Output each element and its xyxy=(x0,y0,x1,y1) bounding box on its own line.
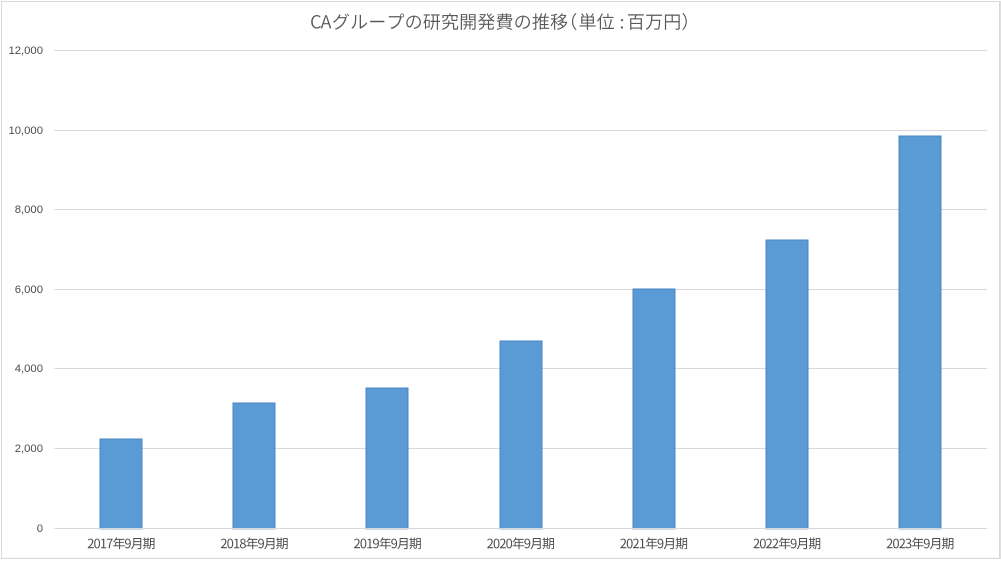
svg-text:8,000: 8,000 xyxy=(15,204,43,216)
svg-text:12,000: 12,000 xyxy=(8,45,43,57)
svg-text:4,000: 4,000 xyxy=(15,363,43,375)
svg-text:6,000: 6,000 xyxy=(15,284,43,296)
svg-text:10,000: 10,000 xyxy=(8,125,43,137)
svg-text:2,000: 2,000 xyxy=(15,443,43,455)
svg-text:0: 0 xyxy=(37,523,43,535)
